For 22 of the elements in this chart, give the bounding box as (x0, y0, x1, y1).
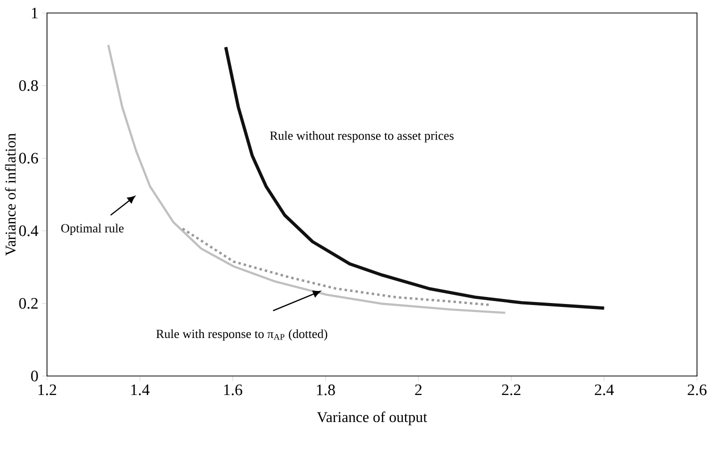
x-tick-label: 1.2 (38, 384, 56, 396)
y-tick-label: 0.4 (19, 225, 38, 236)
line-series (181, 227, 490, 306)
annotation: Rule with response to π$_{AP}$ (dotted) (156, 329, 328, 341)
y-tick-label: 1 (32, 8, 38, 18)
series-label: Rule without response to asset prices (270, 131, 454, 142)
x-tick-label: 1.6 (224, 384, 242, 396)
x-tick-label: 2.2 (502, 384, 520, 396)
y-tick-label: 0.2 (19, 298, 38, 309)
line-series (224, 46, 606, 310)
annotation: Optimal rule (61, 224, 124, 235)
x-tick-label: 2.4 (594, 384, 614, 396)
y-axis-title: Variance of inflation (4, 133, 16, 256)
y-tick-label: 0 (31, 370, 38, 382)
x-tick-label: 2.6 (688, 384, 706, 396)
line-series (107, 44, 506, 314)
x-tick-label: 1.8 (317, 384, 335, 396)
x-tick-label: 1.4 (131, 384, 150, 396)
y-tick-label: 0.6 (19, 152, 38, 164)
x-axis-title: Variance of output (316, 412, 428, 426)
x-tick-label: 2 (415, 384, 422, 396)
y-tick-label: 0.8 (19, 80, 38, 92)
